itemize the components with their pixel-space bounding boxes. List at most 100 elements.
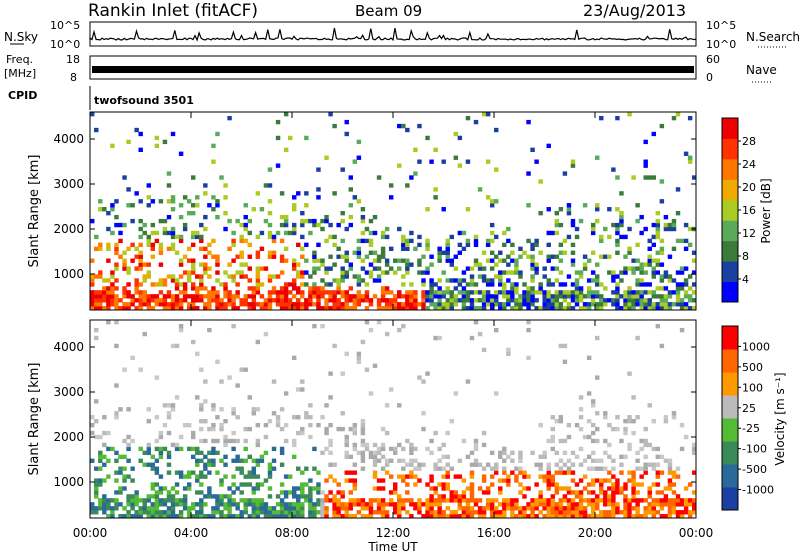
heatmap-cell: [118, 502, 123, 507]
heatmap-cell: [283, 514, 289, 518]
heatmap-cell: [304, 258, 309, 263]
heatmap-cell: [296, 270, 301, 275]
heatmap-cell: [251, 294, 257, 299]
heatmap-cell: [578, 462, 584, 467]
heatmap-cell: [409, 230, 414, 236]
heatmap-cell: [130, 478, 135, 483]
heatmap-cell: [178, 203, 184, 208]
heatmap-cell: [582, 262, 588, 267]
heatmap-cell: [146, 506, 151, 511]
heatmap-cell: [312, 266, 317, 271]
heatmap-cell: [255, 250, 261, 255]
heatmap-cell: [393, 482, 398, 487]
heatmap-cell: [134, 286, 139, 291]
heatmap-cell: [263, 510, 269, 515]
heatmap-cell: [328, 371, 333, 376]
heatmap-cell: [211, 407, 216, 412]
heatmap-cell: [623, 270, 628, 275]
heatmap-cell: [223, 195, 228, 200]
heatmap-cell: [469, 282, 475, 287]
heatmap-cell: [590, 222, 596, 228]
heatmap-cell: [397, 226, 402, 232]
heatmap-cell: [384, 514, 390, 518]
heatmap-cell: [615, 222, 620, 228]
heatmap-cell: [106, 474, 111, 479]
heatmap-cell: [211, 494, 216, 499]
heatmap-cell: [586, 302, 592, 307]
heatmap-cell: [429, 506, 434, 511]
heatmap-cell: [102, 298, 107, 303]
heatmap-cell: [328, 266, 333, 271]
heatmap-cell: [170, 294, 176, 299]
heatmap-cell: [166, 462, 172, 467]
heatmap-cell: [534, 482, 539, 487]
heatmap-cell: [320, 498, 325, 503]
heatmap-cell: [243, 367, 248, 372]
heatmap-cell: [457, 242, 463, 248]
heatmap-cell: [259, 502, 265, 507]
heatmap-cell: [534, 266, 539, 271]
heatmap-cell: [558, 506, 564, 511]
heatmap-cell: [344, 502, 349, 507]
heatmap-cell: [643, 163, 648, 168]
heatmap-cell: [344, 302, 349, 307]
heatmap-cell: [671, 218, 677, 224]
heatmap-cell: [502, 270, 507, 275]
heatmap-cell: [170, 234, 176, 240]
heatmap-cell: [150, 514, 156, 518]
heatmap-cell: [671, 490, 677, 495]
heatmap-cell: [114, 506, 119, 511]
heatmap-cell: [296, 306, 301, 310]
heatmap-cell: [287, 474, 293, 479]
heatmap-cell: [582, 474, 588, 479]
heatmap-cell: [114, 343, 119, 349]
heatmap-cell: [150, 222, 156, 228]
heatmap-cell: [300, 486, 305, 491]
heatmap-cell: [663, 498, 669, 503]
heatmap-cell: [546, 478, 551, 483]
heatmap-cell: [526, 514, 531, 518]
heatmap-cell: [619, 454, 624, 459]
heatmap-cell: [122, 286, 127, 291]
heatmap-cell: [356, 450, 362, 456]
heatmap-cell: [651, 258, 656, 263]
heatmap-cell: [300, 494, 305, 499]
heatmap-cell: [671, 222, 677, 228]
heatmap-cell: [134, 502, 139, 507]
heatmap-cell: [578, 290, 584, 295]
heatmap-cell: [586, 278, 592, 283]
heatmap-cell: [691, 450, 696, 456]
heatmap-cell: [122, 302, 127, 307]
heatmap-cell: [340, 514, 345, 518]
heatmap-cell: [611, 494, 616, 499]
heatmap-cell: [235, 514, 240, 518]
heatmap-cell: [90, 112, 95, 117]
heatmap-cell: [627, 306, 632, 310]
heatmap-cell: [691, 502, 696, 507]
heatmap-cell: [570, 282, 576, 287]
heatmap-cell: [655, 306, 661, 310]
heatmap-cell: [195, 230, 200, 236]
heatmap-cell: [687, 155, 693, 160]
heatmap-cell: [170, 514, 176, 518]
heatmap-cell: [296, 506, 301, 511]
heatmap-cell: [255, 506, 261, 511]
heatmap-cell: [199, 403, 204, 408]
heatmap-cell: [174, 278, 180, 283]
heatmap-cell: [526, 355, 531, 360]
heatmap-cell: [437, 335, 442, 341]
heatmap-cell: [570, 502, 576, 507]
heatmap-cell: [344, 351, 349, 357]
heatmap-cell: [287, 302, 293, 307]
heatmap-cell: [134, 246, 139, 251]
heatmap-cell: [320, 510, 325, 515]
heatmap-cell: [586, 294, 592, 299]
heatmap-cell: [639, 482, 644, 487]
heatmap-cell: [485, 506, 491, 511]
heatmap-cell: [518, 274, 523, 279]
heatmap-cell: [162, 226, 168, 232]
heatmap-cell: [663, 274, 669, 279]
heatmap-cell: [114, 411, 119, 416]
heatmap-cell: [352, 478, 358, 483]
heatmap-cell: [623, 482, 628, 487]
